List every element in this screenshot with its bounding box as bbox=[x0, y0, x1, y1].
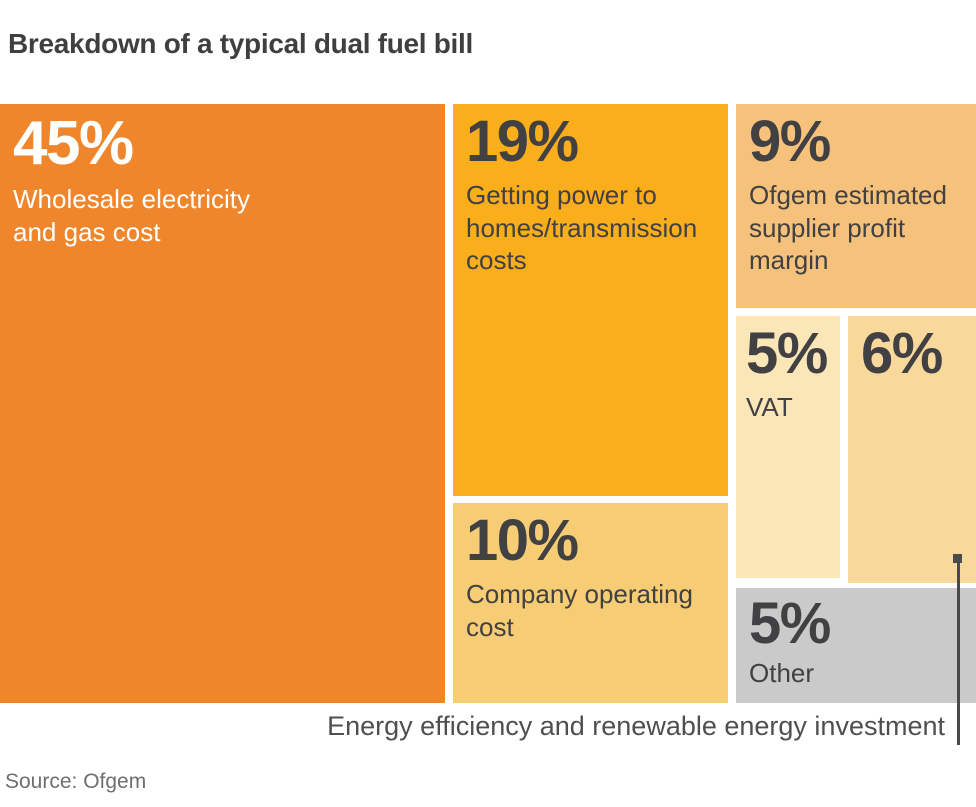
segment-profit-value: 9% bbox=[749, 109, 831, 174]
segment-transmission-label: Getting power to homes/transmission cost… bbox=[466, 180, 698, 275]
segment-transmission: 19% Getting power to homes/transmission … bbox=[453, 104, 728, 496]
renewables-annotation-label: Energy efficiency and renewable energy i… bbox=[327, 711, 945, 741]
segment-operating-value: 10% bbox=[466, 508, 579, 573]
segment-vat: 5% VAT bbox=[736, 316, 840, 578]
segment-other-value: 5% bbox=[749, 591, 831, 656]
segment-operating-label: Company operating cost bbox=[466, 579, 693, 642]
segment-renewables: 6% bbox=[848, 316, 976, 583]
segment-profit: 9% Ofgem estimated supplier profit margi… bbox=[736, 104, 976, 308]
segment-operating: 10% Company operating cost bbox=[453, 503, 728, 703]
segment-other-label: Other bbox=[749, 658, 815, 689]
source-credit: Source: Ofgem bbox=[5, 770, 147, 793]
segment-wholesale-value: 45% bbox=[13, 109, 134, 178]
segment-vat-label: VAT bbox=[746, 392, 793, 423]
segment-transmission-value: 19% bbox=[466, 109, 579, 174]
segment-wholesale-label: Wholesale electricity and gas cost bbox=[13, 184, 250, 247]
segment-other: 5% Other bbox=[736, 588, 976, 703]
segment-profit-label: Ofgem estimated supplier profit margin bbox=[749, 180, 947, 275]
segment-wholesale: 45% Wholesale electricity and gas cost bbox=[0, 104, 445, 703]
segment-vat-value: 5% bbox=[746, 321, 828, 386]
chart-title: Breakdown of a typical dual fuel bill bbox=[8, 28, 473, 59]
callout-line bbox=[957, 558, 960, 745]
segment-renewables-value: 6% bbox=[861, 321, 943, 386]
